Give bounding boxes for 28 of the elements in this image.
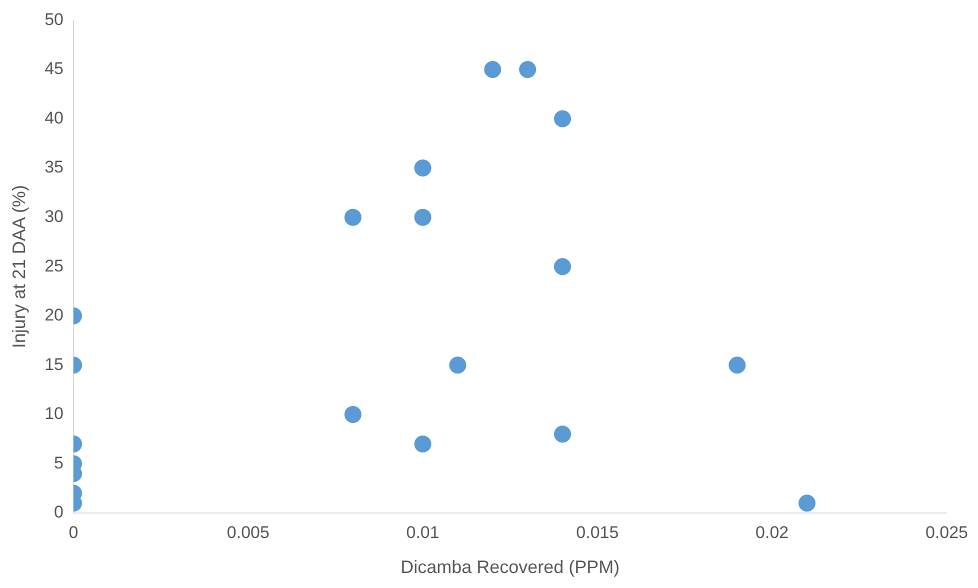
x-tick-label: 0 [68, 522, 78, 542]
y-tick-label: 5 [54, 453, 64, 472]
x-tick-label: 0.025 [925, 522, 968, 542]
y-tick-label: 0 [54, 502, 64, 522]
y-tick-label: 45 [44, 59, 64, 78]
y-tick-label: 25 [44, 256, 64, 276]
y-tick-label: 15 [44, 354, 64, 374]
y-tick-label: 40 [44, 108, 64, 128]
y-tick-label: 20 [44, 306, 64, 325]
y-axis-title: Injury at 21 DAA (%) [8, 185, 29, 348]
point [554, 258, 572, 276]
x-tick-label: 0.02 [756, 522, 789, 542]
y-tick-label: 35 [44, 158, 64, 177]
y-tick-label: 50 [44, 10, 64, 29]
x-tick-label: 0.01 [406, 522, 440, 542]
point [449, 356, 466, 374]
x-tick-label: 0.015 [576, 522, 619, 542]
x-axis-title: Dicamba Recovered (PPM) [400, 557, 620, 578]
y-tick-label: 10 [44, 404, 64, 424]
point [414, 160, 432, 177]
point [414, 436, 432, 453]
point [484, 60, 502, 78]
point [554, 110, 572, 128]
x-tick-label: 0.005 [226, 522, 270, 542]
point [414, 208, 432, 226]
point [554, 426, 572, 443]
point [519, 60, 536, 78]
y-tick-label: 30 [44, 207, 64, 226]
